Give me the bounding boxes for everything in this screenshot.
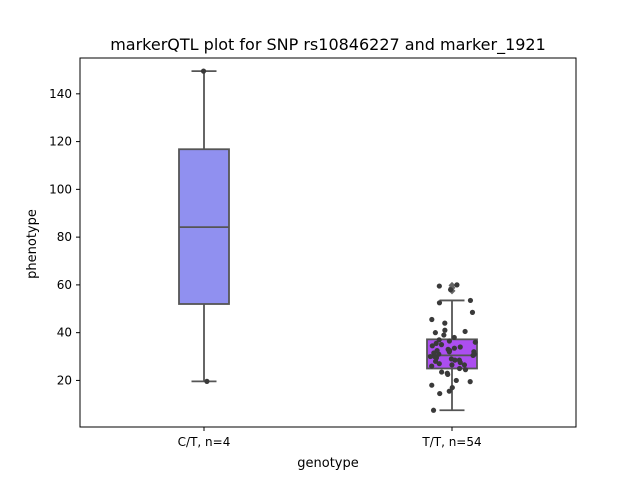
y-tick-label: 140 <box>49 87 72 101</box>
data-point <box>429 382 435 388</box>
data-point <box>447 347 453 354</box>
data-point <box>427 353 434 360</box>
data-point <box>451 334 457 341</box>
x-tick-label: C/T, n=4 <box>178 435 231 449</box>
data-point <box>457 344 463 350</box>
y-tick-label: 20 <box>57 373 72 387</box>
y-tick-label: 120 <box>49 135 72 149</box>
data-point <box>430 407 437 413</box>
data-point <box>448 356 454 362</box>
x-tick-label: T/T, n=54 <box>421 435 481 449</box>
y-tick-label: 40 <box>57 326 72 340</box>
data-point <box>469 309 476 315</box>
data-point <box>471 349 477 355</box>
data-point <box>436 351 442 357</box>
data-point <box>451 345 458 351</box>
data-point <box>439 369 445 375</box>
y-tick-label: 100 <box>49 182 72 196</box>
data-point <box>436 361 442 367</box>
y-axis-label: phenotype <box>25 209 40 279</box>
data-point <box>453 377 459 384</box>
data-point <box>200 68 207 74</box>
data-point <box>438 342 445 348</box>
chart-title: markerQTL plot for SNP rs10846227 and ma… <box>110 35 546 55</box>
data-point <box>462 328 468 335</box>
y-tick-label: 80 <box>57 230 72 244</box>
data-point <box>433 340 439 347</box>
data-point <box>429 363 435 369</box>
data-point <box>447 287 454 293</box>
data-point <box>446 338 452 344</box>
data-point <box>446 388 452 394</box>
data-point <box>437 390 443 397</box>
data-point <box>429 316 435 323</box>
data-point <box>431 353 438 360</box>
data-point <box>432 330 438 336</box>
data-point <box>444 370 450 376</box>
data-point <box>436 283 442 289</box>
data-point <box>449 362 455 368</box>
data-point <box>467 379 473 385</box>
data-point <box>467 297 474 304</box>
data-point <box>462 367 469 373</box>
data-point <box>204 378 210 384</box>
data-point <box>449 384 455 391</box>
y-tick-label: 60 <box>57 278 72 292</box>
data-point <box>436 300 443 306</box>
data-point <box>454 282 460 288</box>
data-point <box>472 339 478 345</box>
data-point <box>441 332 447 338</box>
data-point <box>442 327 448 333</box>
axes-frame <box>79 57 577 428</box>
data-point <box>456 357 462 363</box>
x-axis-label: genotype <box>297 456 358 471</box>
data-point <box>436 337 442 343</box>
data-point <box>429 343 435 349</box>
data-point <box>456 365 463 372</box>
data-point <box>442 320 448 326</box>
data-point <box>461 362 468 368</box>
plot-area: 20 40 60 80 100 120 140 C/T, n=4 T/T, n=54 <box>49 57 577 449</box>
